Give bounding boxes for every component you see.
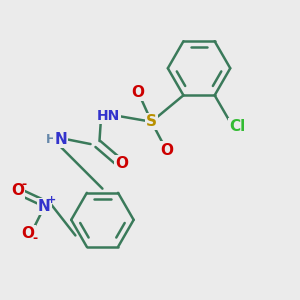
Text: -: -: [22, 178, 27, 191]
Text: O: O: [132, 85, 145, 100]
Text: O: O: [115, 156, 128, 171]
Text: O: O: [11, 183, 24, 198]
Text: Cl: Cl: [230, 119, 246, 134]
Text: O: O: [160, 142, 173, 158]
Text: N: N: [55, 132, 67, 147]
Text: -: -: [32, 232, 37, 245]
Text: S: S: [146, 114, 157, 129]
Text: O: O: [22, 226, 34, 241]
Text: H: H: [46, 133, 56, 146]
Text: HN: HN: [97, 109, 120, 123]
Text: N: N: [38, 199, 51, 214]
Text: +: +: [46, 195, 56, 205]
